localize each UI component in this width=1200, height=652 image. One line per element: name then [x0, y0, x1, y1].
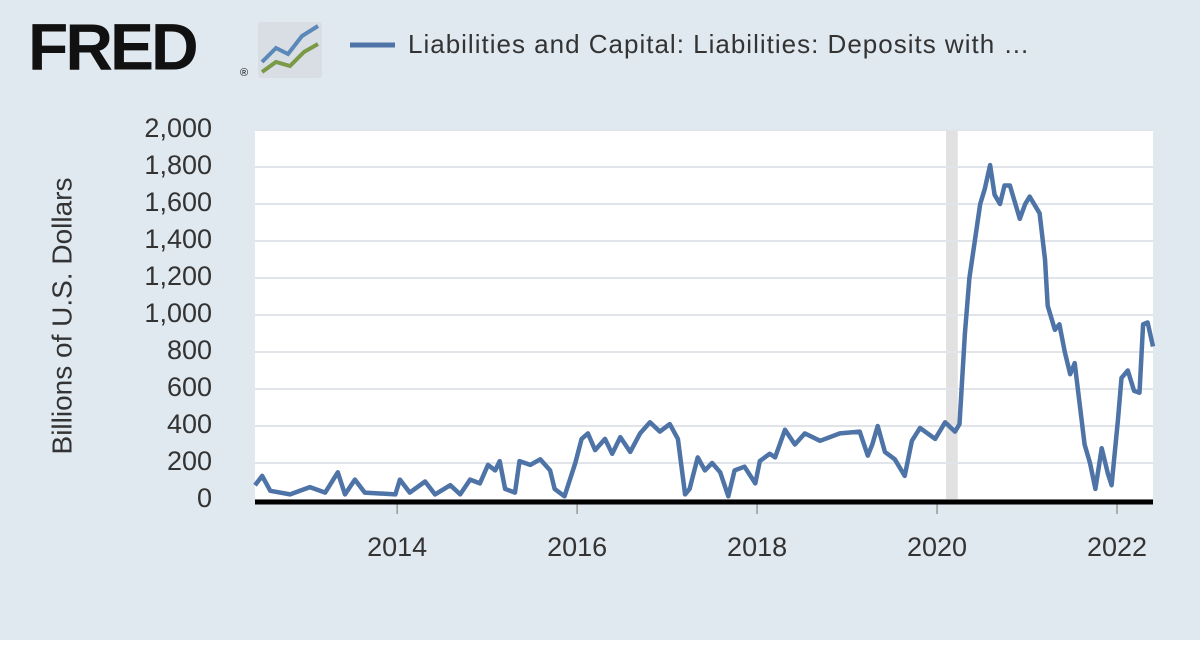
logo-mark: ® [240, 67, 248, 79]
y-tick-label: 1,200 [144, 261, 212, 291]
y-tick-label: 1,000 [144, 298, 212, 328]
y-tick-label: 2,000 [144, 113, 212, 143]
x-tick-label: 2020 [907, 532, 967, 562]
y-axis-label: Billions of U.S. Dollars [46, 178, 77, 455]
series-line [253, 162, 1156, 499]
y-tick-label: 600 [167, 372, 212, 402]
x-tick-label: 2016 [547, 532, 607, 562]
x-tick-label: 2018 [727, 532, 787, 562]
logo-icon [258, 22, 322, 78]
y-tick-label: 0 [197, 483, 212, 513]
logo: FRED [28, 9, 196, 83]
y-tick-label: 200 [167, 446, 212, 476]
x-tick-label: 2022 [1087, 532, 1147, 562]
y-tick-label: 800 [167, 335, 212, 365]
y-tick-label: 1,400 [144, 224, 212, 254]
y-tick-label: 1,600 [144, 187, 212, 217]
x-tick-label: 2014 [367, 532, 427, 562]
bottom-strip [0, 640, 1200, 652]
y-tick-label: 400 [167, 409, 212, 439]
y-tick-label: 1,800 [144, 150, 212, 180]
legend-label: Liabilities and Capital: Liabilities: De… [408, 29, 1030, 59]
